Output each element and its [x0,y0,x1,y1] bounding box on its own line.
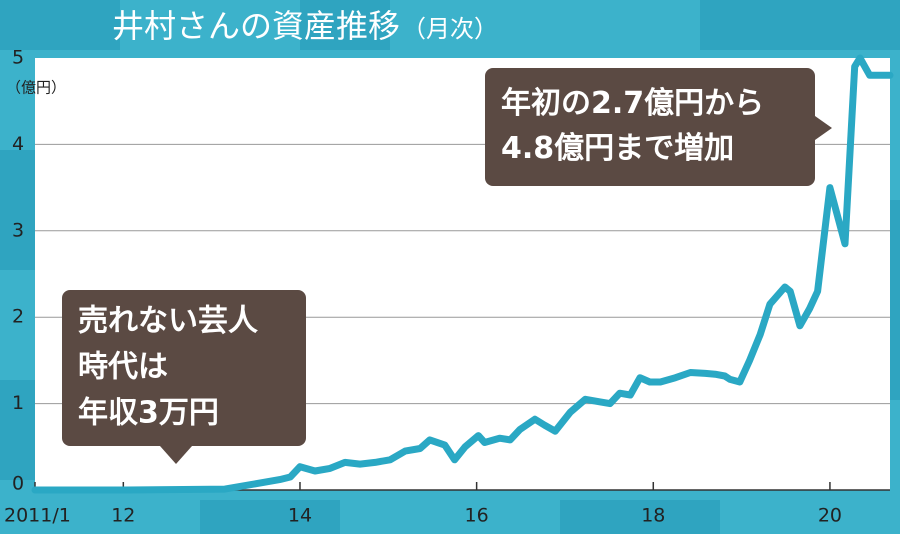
y-tick-label: 0 [12,473,24,495]
callout-text: 時代は [78,350,168,385]
x-tick-label: 2011/1 [4,505,71,527]
callout-pointer [815,116,832,140]
y-axis-label: （億円） [6,79,66,97]
callout-box [485,68,815,186]
x-tick-label: 18 [641,505,665,527]
y-tick-label: 1 [12,392,24,414]
y-tick-label: 3 [12,219,24,241]
chart-subtitle: （月次） [402,15,498,43]
y-tick-label: 4 [12,133,24,155]
callout-box [62,290,306,446]
callout-text: 年収3万円 [78,396,219,431]
y-tick-label: 5 [12,47,24,69]
x-tick-label: 16 [465,505,489,527]
x-tick-label: 12 [111,505,135,527]
callout-pointer [160,446,192,464]
callout-text: 年初の2.7億円から [501,86,764,121]
y-tick-label: 2 [12,306,24,328]
callout-text: 売れない芸人 [78,304,258,339]
callout: 年初の2.7億円から 4.8億円まで増加 [485,68,832,186]
x-tick-label: 14 [288,505,312,527]
callout-text: 4.8億円まで増加 [501,131,734,166]
chart-title: 井村さんの資産推移 [112,7,400,45]
line [31,54,894,494]
x-tick-label: 20 [818,505,842,527]
